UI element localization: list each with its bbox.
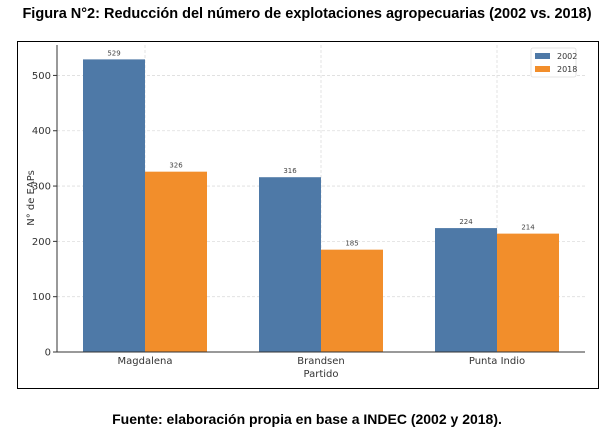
y-axis-label: N° de EAPs — [26, 170, 37, 226]
legend-swatch-2018 — [535, 66, 550, 72]
axes — [53, 45, 585, 353]
figure-source: Fuente: elaboración propia en base a IND… — [112, 411, 502, 427]
chart-frame — [17, 41, 599, 389]
y-tick-label: 100 — [32, 292, 51, 303]
legend-swatch-2002 — [535, 53, 550, 59]
figure-title: Figura N°2: Reducción del número de expl… — [22, 6, 592, 22]
bars — [83, 59, 559, 352]
y-tick-label: 500 — [32, 71, 51, 82]
data-label: 529 — [107, 49, 120, 57]
y-tick-label: 400 — [32, 126, 51, 137]
legend-label: 2002 — [557, 52, 577, 61]
bar-2002-brandsen — [259, 177, 321, 352]
data-label: 326 — [169, 162, 183, 170]
y-tick-label: 0 — [45, 348, 51, 359]
x-tick-label: Magdalena — [118, 356, 173, 367]
y-tick-label: 300 — [32, 182, 51, 193]
data-label: 214 — [521, 224, 535, 232]
y-tick-label: 200 — [32, 237, 51, 248]
x-tick-label: Brandsen — [297, 356, 345, 367]
data-label: 224 — [459, 218, 473, 226]
bar-2002-magdalena — [83, 59, 145, 352]
data-label: 316 — [283, 167, 297, 175]
bar-2018-brandsen — [321, 249, 383, 352]
labels: 0 100 200 300 400 500 Magdalena 529 326 Brandsen 3… — [32, 49, 535, 367]
legend-label: 2018 — [557, 65, 577, 74]
x-axis-label: Partido — [304, 369, 339, 380]
bar-2002-punta-indio — [435, 228, 497, 352]
legend: 2002 2018 — [530, 47, 577, 78]
data-label: 185 — [345, 240, 358, 248]
bar-2018-punta-indio — [497, 233, 559, 352]
x-tick-label: Punta Indio — [469, 356, 525, 367]
bar-2018-magdalena — [145, 171, 207, 352]
